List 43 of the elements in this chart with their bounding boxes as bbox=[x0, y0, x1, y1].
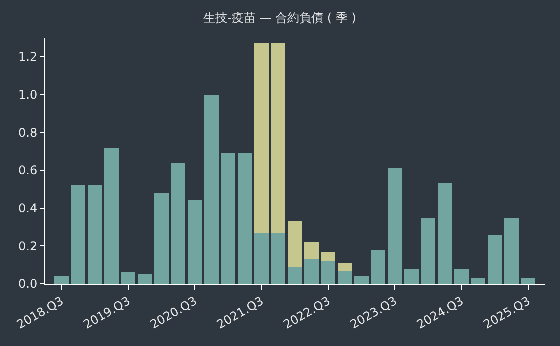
bar bbox=[338, 263, 352, 271]
y-tick-label: 0.0 bbox=[18, 277, 38, 292]
bar bbox=[354, 276, 369, 284]
bar bbox=[238, 153, 252, 284]
bar bbox=[121, 272, 136, 284]
bar bbox=[304, 259, 319, 284]
bar bbox=[104, 148, 119, 284]
y-tick-label: 1.0 bbox=[18, 88, 38, 102]
bar bbox=[338, 270, 352, 284]
bar bbox=[254, 44, 269, 233]
bar bbox=[321, 252, 336, 262]
bar bbox=[271, 232, 286, 284]
y-tick-label: 1.2 bbox=[18, 50, 38, 64]
bar bbox=[171, 162, 186, 284]
bar bbox=[288, 266, 302, 284]
bar bbox=[404, 268, 419, 284]
y-tick-label: 0.4 bbox=[18, 202, 38, 216]
bar bbox=[204, 94, 219, 284]
bar bbox=[254, 232, 269, 284]
bar bbox=[421, 218, 436, 284]
bar bbox=[288, 222, 302, 267]
bar bbox=[521, 278, 536, 284]
bar bbox=[138, 274, 152, 284]
y-tick-label: 0.6 bbox=[18, 164, 38, 178]
y-tick-label: 0.8 bbox=[18, 126, 38, 140]
bar bbox=[154, 193, 169, 284]
bar bbox=[438, 184, 452, 284]
bar bbox=[471, 278, 486, 284]
chart-title: 生技-疫苗 — 合約負債 ( 季 ) bbox=[204, 11, 356, 26]
bar bbox=[488, 234, 502, 284]
bar bbox=[454, 268, 469, 284]
bar bbox=[71, 186, 86, 284]
bar bbox=[188, 200, 202, 284]
bar bbox=[221, 153, 236, 284]
bar bbox=[388, 168, 402, 284]
bar bbox=[321, 261, 336, 284]
bar bbox=[271, 44, 286, 233]
bar bbox=[304, 242, 319, 260]
y-tick-label: 0.2 bbox=[18, 239, 38, 254]
bar bbox=[88, 186, 102, 284]
bar bbox=[504, 218, 519, 284]
bar bbox=[54, 276, 69, 284]
bar bbox=[371, 250, 386, 284]
